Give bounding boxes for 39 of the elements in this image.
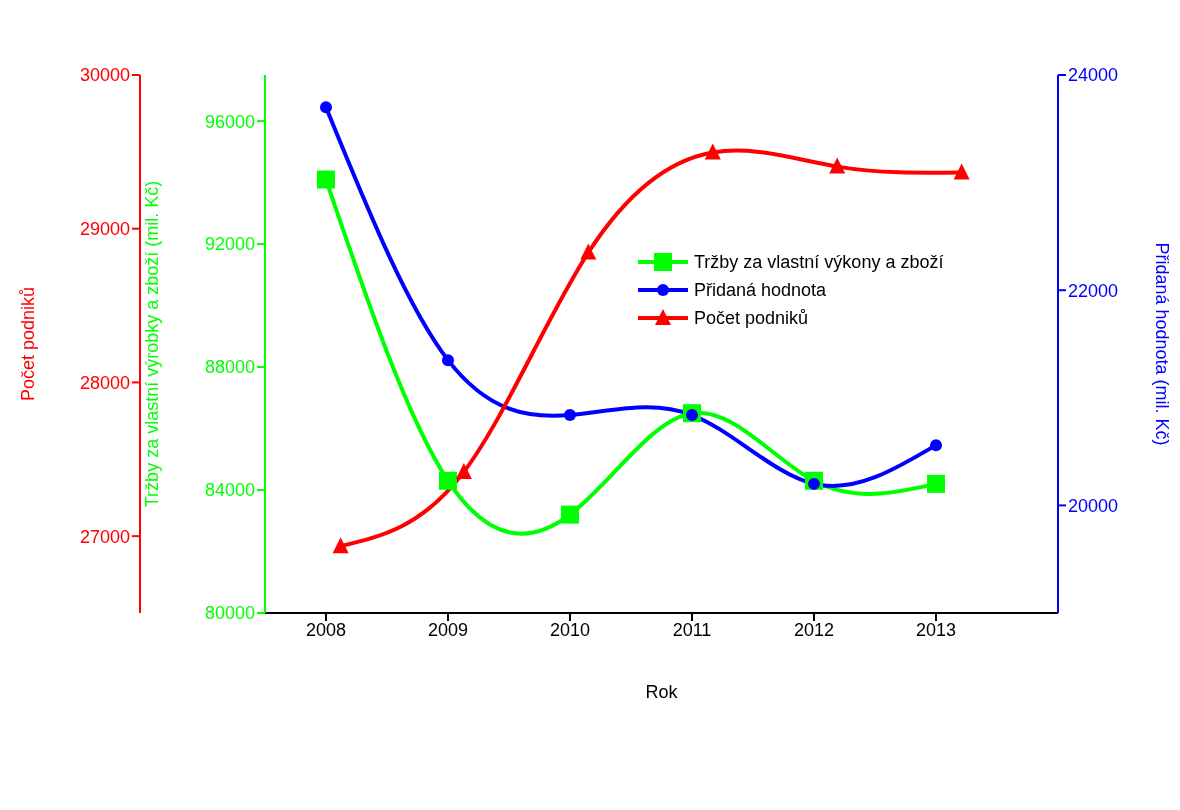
- y3-tick-label: 29000: [79, 219, 130, 240]
- legend-label: Počet podniků: [694, 307, 809, 329]
- point: [561, 505, 579, 524]
- point: [564, 409, 576, 422]
- x-tick-label: 2009: [427, 619, 469, 640]
- point: [455, 462, 472, 479]
- point: [927, 474, 945, 493]
- x-tick-label: 2012: [793, 619, 835, 640]
- x-tick-label: 2008: [305, 619, 347, 640]
- y3-tick-label: 27000: [79, 526, 130, 547]
- point: [580, 243, 597, 260]
- y-tick-label: 80000: [204, 603, 255, 624]
- y-axis-title: Tržby za vlastní výrobky a zboží (mil. Kč): [142, 180, 163, 508]
- point: [704, 143, 721, 160]
- point: [320, 101, 332, 114]
- y2-tick-label: 24000: [1068, 65, 1119, 86]
- legend-label: Tržby za vlastní výkony a zboží: [694, 251, 944, 273]
- y-tick-label: 92000: [204, 234, 255, 255]
- y2-tick-label: 22000: [1068, 280, 1119, 301]
- y-tick-label: 84000: [204, 480, 255, 501]
- point: [317, 170, 335, 189]
- legend-label: Přidaná hodnota: [694, 279, 827, 301]
- point: [442, 354, 454, 367]
- point: [332, 537, 349, 554]
- point: [439, 471, 457, 490]
- y2-axis-title: Přidaná hodnota (mil. Kč): [1151, 242, 1172, 446]
- x-axis-title: Rok: [645, 682, 679, 702]
- y2-tick-label: 20000: [1068, 495, 1119, 516]
- y-tick-label: 88000: [204, 357, 255, 378]
- point: [930, 439, 942, 452]
- y-tick-label: 96000: [204, 111, 255, 132]
- y3-tick-label: 30000: [79, 65, 130, 86]
- x-tick-label: 2013: [915, 619, 957, 640]
- point: [953, 163, 970, 180]
- y3-tick-label: 28000: [79, 372, 130, 393]
- point: [829, 157, 846, 174]
- x-tick-label: 2011: [672, 619, 712, 640]
- y3-axis-title: Počet podniků: [18, 286, 39, 402]
- x-tick-label: 2010: [549, 619, 591, 640]
